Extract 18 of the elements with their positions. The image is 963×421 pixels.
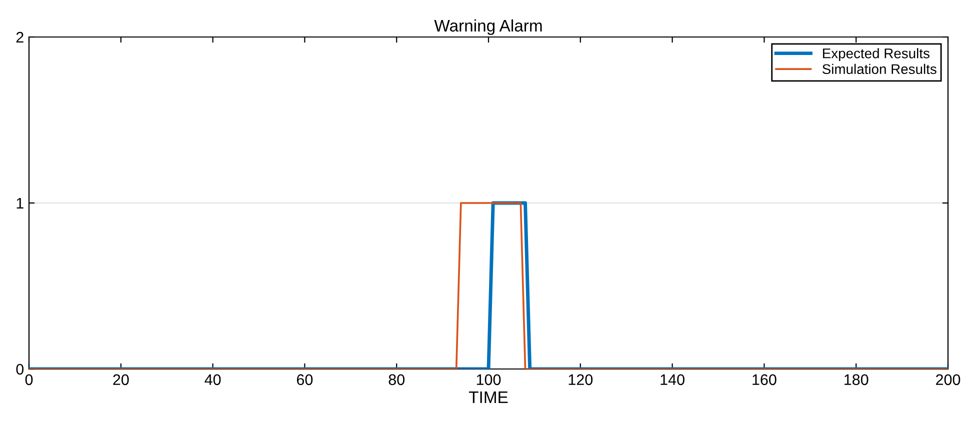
x-tick-label: 40 xyxy=(204,374,221,386)
x-tick-label: 0 xyxy=(25,374,33,386)
x-tick-label: 160 xyxy=(752,374,776,386)
x-tick-label: 60 xyxy=(296,374,313,386)
y-tick-label: 1 xyxy=(16,198,24,209)
x-axis-title: TIME xyxy=(468,391,508,403)
x-tick-label: 80 xyxy=(388,374,404,386)
x-tick-label: 180 xyxy=(844,374,868,386)
y-tick-label: 0 xyxy=(16,364,24,375)
x-tick-label: 20 xyxy=(113,374,129,386)
x-tick-label: 100 xyxy=(476,374,501,386)
chart-title: Warning Alarm xyxy=(434,19,542,35)
x-tick-label: 200 xyxy=(936,374,960,386)
x-tick-label: 140 xyxy=(660,374,684,386)
legend-label: Simulation Results xyxy=(822,64,936,74)
legend-label: Expected Results xyxy=(823,48,930,62)
x-tick-label: 120 xyxy=(568,374,593,386)
y-tick-label: 2 xyxy=(16,32,24,43)
